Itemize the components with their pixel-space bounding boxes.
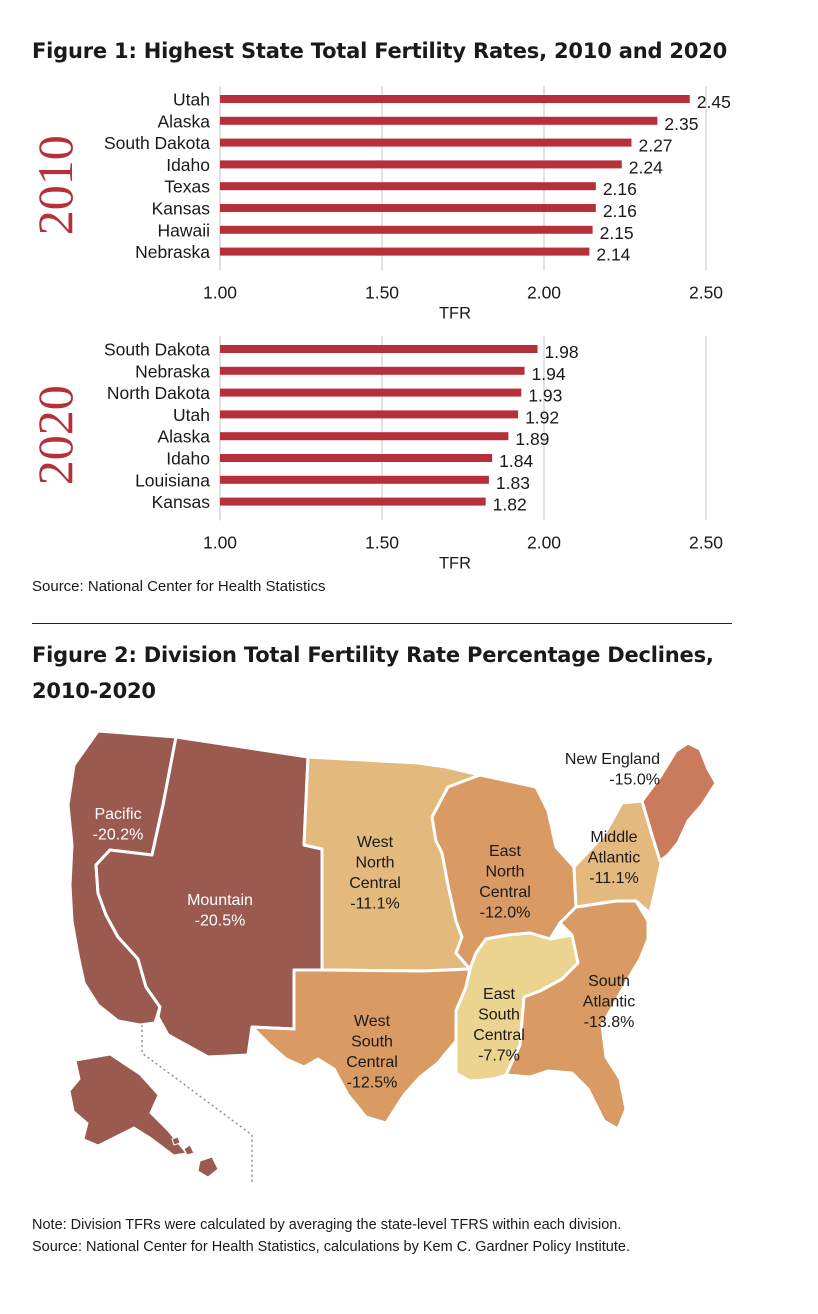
chart-2020: 2020 South Dakota 1.98 Nebraska 1.94 North Da… [27, 336, 723, 570]
value-label: 1.89 [515, 429, 549, 449]
division-label-east-south-central: East South Central -7.7% [473, 986, 525, 1065]
bar-nebraska [220, 247, 590, 256]
division-label-new-england: New England -15.0% [565, 751, 660, 789]
value-label: 1.94 [532, 364, 566, 384]
bar-hawaii [220, 225, 593, 234]
category-label: Kansas [152, 199, 211, 219]
x-axis-label: TFR [439, 554, 471, 570]
x-tick-label: 2.00 [527, 282, 561, 302]
category-label: Nebraska [135, 242, 210, 262]
x-tick-label: 1.00 [203, 532, 237, 552]
figure-2-title-line-1: Figure 2: Division Total Fertility Rate … [32, 643, 714, 667]
category-label: Alaska [157, 111, 210, 131]
bar-louisiana [220, 475, 489, 484]
division-labels: Pacific -20.2% Mountain -20.5% West North Cent… [93, 751, 660, 1092]
region-new-england [640, 741, 718, 863]
bar-alaska [220, 116, 658, 125]
value-label: 2.24 [629, 157, 663, 177]
panel-year-label: 2020 [27, 385, 83, 485]
bar-nebraska [220, 366, 525, 375]
region-middle-atlantic [572, 799, 664, 915]
division-label-middle-atlantic: Middle Atlantic -11.1% [588, 829, 640, 887]
bar-utah [220, 95, 690, 103]
category-label: South Dakota [104, 133, 210, 153]
value-label: 2.16 [603, 179, 637, 199]
figure-1-title: Figure 1: Highest State Total Fertility … [32, 39, 728, 63]
region-hawaii-small-1 [183, 1144, 195, 1156]
value-label: 1.83 [496, 473, 530, 493]
value-label: 1.84 [499, 451, 533, 471]
bar-south-dakota [220, 138, 632, 147]
value-label: 2.14 [596, 245, 630, 265]
bar-texas [220, 182, 596, 191]
section-divider [32, 623, 732, 624]
division-label-south-atlantic: South Atlantic -13.8% [583, 973, 635, 1031]
value-label: 2.16 [603, 201, 637, 221]
category-label: Utah [173, 90, 210, 110]
category-label: Idaho [166, 449, 210, 469]
category-label: Hawaii [157, 220, 210, 240]
value-label: 2.35 [664, 114, 698, 134]
x-axis-label: TFR [439, 304, 471, 320]
value-label: 1.98 [545, 342, 579, 362]
figure-2-title-line-2: 2010-2020 [32, 679, 156, 703]
category-label: North Dakota [107, 383, 210, 403]
region-hawaii-small-2 [171, 1136, 181, 1146]
figure-2-note: Note: Division TFRs were calculated by a… [32, 1214, 792, 1258]
category-label: South Dakota [104, 340, 210, 360]
division-label-east-north-central: East North Central -12.0% [479, 843, 531, 922]
bar-kansas [220, 497, 486, 506]
x-tick-label: 1.50 [365, 282, 399, 302]
value-label: 2.45 [697, 92, 731, 112]
category-label: Nebraska [135, 361, 210, 381]
value-label: 2.27 [638, 136, 672, 156]
category-label: Kansas [152, 492, 211, 512]
x-tick-label: 2.50 [689, 532, 723, 552]
region-south-atlantic [504, 899, 650, 1131]
value-label: 1.82 [493, 495, 527, 515]
value-label: 2.15 [600, 223, 634, 243]
figure-1-source: Source: National Center for Health Stati… [32, 578, 326, 595]
category-label: Idaho [166, 155, 210, 175]
division-label-west-south-central: West South Central -12.5% [346, 1013, 398, 1092]
category-label: Alaska [157, 427, 210, 447]
division-shapes [66, 729, 718, 1178]
category-label: Utah [173, 405, 210, 425]
x-tick-label: 1.50 [365, 532, 399, 552]
chart-2010: 2010 Utah 2.45 Alaska 2.35 South Dakota 2.27 Id… [27, 86, 731, 320]
us-division-map: Pacific -20.2% Mountain -20.5% West North Cent… [66, 729, 718, 1183]
region-hawaii-large [197, 1156, 219, 1178]
x-tick-label: 2.50 [689, 282, 723, 302]
bar-idaho [220, 454, 493, 462]
inset-divider [141, 1025, 253, 1183]
note-line-2: Source: National Center for Health Stati… [32, 1239, 630, 1255]
note-line-1: Note: Division TFRs were calculated by a… [32, 1217, 622, 1233]
panel-year-label: 2010 [27, 135, 83, 235]
bar-utah [220, 410, 519, 419]
category-label: Louisiana [135, 470, 210, 490]
bar-alaska [220, 432, 509, 441]
x-tick-label: 2.00 [527, 532, 561, 552]
division-label-mountain: Mountain -20.5% [187, 892, 253, 930]
bar-north-dakota [220, 388, 522, 397]
division-label-pacific: Pacific -20.2% [93, 806, 144, 844]
region-alaska [69, 1054, 187, 1156]
bar-kansas [220, 204, 596, 212]
figure-2-title: Figure 2: Division Total Fertility Rate … [32, 637, 772, 709]
x-tick-label: 1.00 [203, 282, 237, 302]
value-label: 1.92 [525, 407, 559, 427]
bar-idaho [220, 160, 622, 169]
value-label: 1.93 [528, 386, 562, 406]
category-label: Texas [164, 177, 210, 197]
bar-south-dakota [220, 345, 538, 353]
division-label-west-north-central: West North Central -11.1% [349, 834, 401, 913]
